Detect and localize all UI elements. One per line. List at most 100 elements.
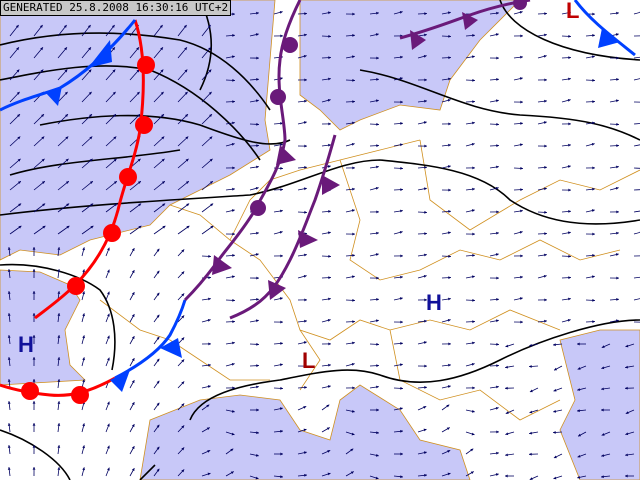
wind-arrowhead [543, 274, 547, 278]
wind-arrowhead [352, 34, 355, 37]
wind-arrowhead [577, 475, 581, 479]
wind-arrowhead [615, 319, 619, 323]
wind-arrowhead [159, 24, 163, 28]
wind-arrowhead [65, 181, 69, 184]
wind-arrow [633, 210, 640, 213]
wind-arrowhead [208, 342, 211, 346]
wind-arrowhead [568, 188, 571, 192]
wind-arrowhead [625, 386, 628, 390]
wind-arrowhead [544, 33, 547, 37]
wind-arrowhead [616, 231, 619, 235]
wind-arrowhead [496, 364, 499, 368]
wind-arrowhead [424, 253, 427, 257]
wind-arrowhead [577, 367, 581, 370]
wind-arrowhead [327, 11, 331, 15]
wind-arrowhead [592, 298, 595, 302]
wind-arrowhead [88, 91, 92, 95]
wind-arrowhead [505, 432, 509, 436]
wind-arrowhead [231, 55, 235, 59]
wind-arrowhead [400, 342, 403, 345]
wind-arrowhead [448, 210, 451, 213]
wind-arrowhead [279, 230, 283, 234]
wind-arrowhead [472, 232, 475, 236]
wind-arrowhead [16, 47, 19, 51]
wind-arrowhead [304, 473, 307, 477]
wind-arrowhead [162, 225, 166, 229]
wind-arrowhead [279, 407, 283, 411]
wind-arrowhead [181, 403, 185, 407]
wind-arrowhead [90, 203, 94, 207]
wind-arrowhead [206, 427, 210, 431]
wind-arrowhead [472, 341, 475, 345]
wind-arrowhead [161, 158, 165, 162]
wind-arrowhead [567, 98, 571, 102]
wind-arrowhead [255, 453, 259, 457]
wind-arrowhead [447, 318, 451, 322]
wind-arrowhead [472, 121, 475, 125]
wind-arrowhead [256, 144, 259, 148]
wind-arrowhead [181, 425, 185, 429]
wind-arrowhead [615, 186, 619, 190]
wind-arrowhead [256, 165, 259, 169]
wind-arrowhead [63, 24, 67, 28]
wind-arrowhead [544, 166, 547, 169]
wind-arrowhead [543, 54, 547, 58]
wind-arrowhead [327, 98, 331, 102]
wind-arrowhead [186, 203, 190, 207]
wind-arrowhead [57, 467, 61, 470]
wind-arrowhead [280, 452, 283, 456]
wind-arrowhead [131, 336, 135, 340]
wind-arrowhead [185, 158, 189, 162]
wind-arrowhead [231, 409, 235, 413]
wind-arrowhead [520, 34, 523, 38]
wind-arrowhead [131, 380, 135, 384]
wind-arrowhead [156, 424, 160, 428]
wind-arrowhead [207, 450, 211, 453]
wind-arrowhead [65, 158, 69, 162]
wind-arrowhead [327, 318, 331, 322]
wind-arrowhead [138, 225, 142, 229]
wind-arrowhead [327, 472, 331, 476]
wind-arrowhead [495, 406, 499, 410]
wind-arrowhead [447, 98, 451, 102]
wind-arrowhead [471, 409, 475, 413]
wind-arrowhead [328, 122, 331, 126]
wind-arrowhead [544, 232, 547, 236]
wind-arrowhead [601, 366, 605, 370]
wind-arrowhead [7, 445, 11, 448]
wind-arrowhead [82, 247, 85, 251]
wind-arrowhead [57, 247, 61, 250]
wind-arrowhead [41, 158, 45, 162]
wind-arrow [633, 298, 640, 301]
wind-arrowhead [505, 344, 509, 348]
wind-arrowhead [350, 448, 354, 452]
wind-arrowhead [616, 122, 619, 126]
wind-arrowhead [57, 313, 61, 316]
wind-arrowhead [280, 342, 283, 345]
wind-arrowhead [544, 144, 547, 148]
wind-arrowhead [423, 406, 427, 409]
wind-arrowhead [231, 142, 235, 146]
wind-arrow [633, 11, 640, 15]
wind-arrowhead [376, 276, 379, 280]
wind-arrowhead [131, 358, 135, 362]
wind-arrowhead [39, 24, 43, 28]
wind-arrowhead [496, 11, 499, 15]
high-pressure-label: H [18, 332, 34, 357]
wind-arrowhead [185, 114, 188, 118]
wind-arrowhead [446, 404, 450, 408]
wind-arrowhead [376, 144, 379, 148]
wind-arrowhead [616, 210, 619, 214]
wind-arrowhead [399, 77, 403, 80]
wind-arrowhead [304, 210, 307, 214]
wind-arrowhead [232, 100, 235, 104]
wind-arrow [633, 276, 640, 279]
wind-arrowhead [304, 364, 307, 368]
wind-arrowhead [400, 475, 403, 479]
wind-arrowhead [88, 47, 91, 51]
wind-arrowhead [303, 187, 307, 191]
wind-arrowhead [376, 364, 379, 368]
wind-arrowhead [495, 253, 499, 256]
wind-arrowhead [376, 342, 379, 346]
wind-arrowhead [232, 386, 235, 390]
